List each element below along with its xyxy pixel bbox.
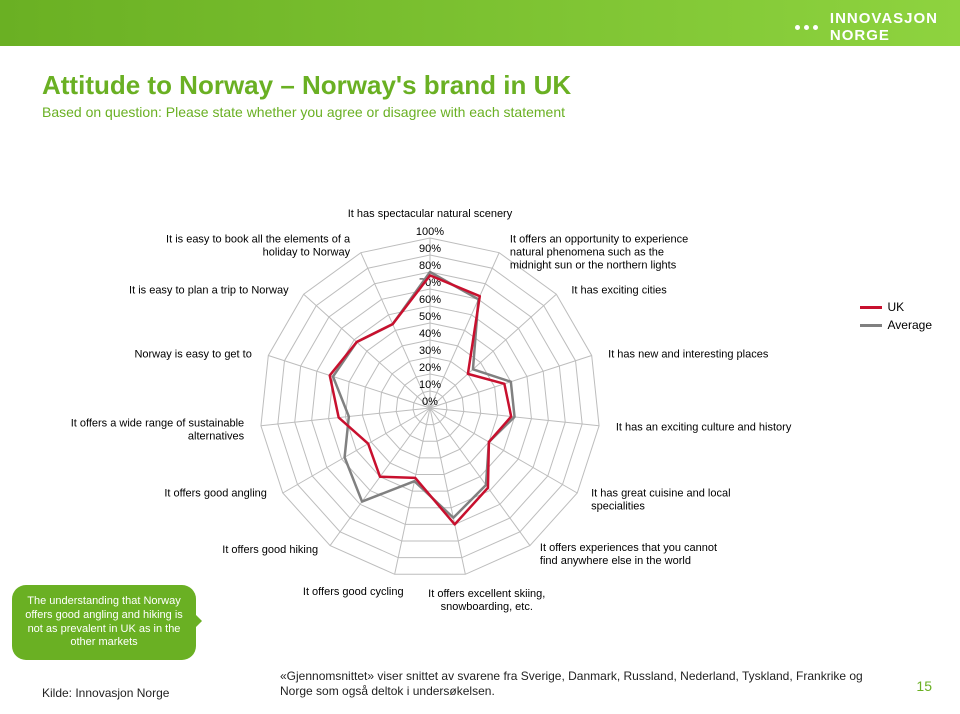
svg-text:60%: 60% <box>419 294 441 306</box>
legend-swatch <box>860 306 882 309</box>
callout: The understanding that Norway offers goo… <box>12 585 196 660</box>
svg-text:It offers good cycling: It offers good cycling <box>303 586 404 598</box>
page-subtitle: Based on question: Please state whether … <box>42 104 565 120</box>
svg-text:It is easy to book all the ele: It is easy to book all the elements of a… <box>166 233 351 258</box>
svg-text:Norway is easy to get to: Norway is easy to get to <box>134 348 251 360</box>
svg-text:20%: 20% <box>419 362 441 374</box>
svg-text:80%: 80% <box>419 260 441 272</box>
svg-text:It has great cuisine and local: It has great cuisine and localspecialiti… <box>591 487 730 512</box>
svg-text:It offers good hiking: It offers good hiking <box>222 544 318 556</box>
svg-text:10%: 10% <box>419 379 441 391</box>
svg-text:It has exciting cities: It has exciting cities <box>571 285 667 297</box>
svg-text:It offers experiences that you: It offers experiences that you cannotfin… <box>540 542 717 567</box>
svg-text:It has an exciting culture and: It has an exciting culture and history <box>616 421 792 433</box>
svg-text:100%: 100% <box>416 226 444 238</box>
svg-text:It is easy to plan a trip to N: It is easy to plan a trip to Norway <box>129 285 289 297</box>
legend-item: Average <box>860 318 932 332</box>
logo-dots <box>795 25 818 30</box>
svg-text:It offers good angling: It offers good angling <box>164 487 267 499</box>
source-label: Kilde: Innovasjon Norge <box>42 686 169 700</box>
logo-line-2: NORGE <box>830 27 938 44</box>
svg-text:0%: 0% <box>422 396 438 408</box>
svg-text:It offers an opportunity to ex: It offers an opportunity to experiencena… <box>510 233 688 271</box>
svg-text:It offers a wide range of sust: It offers a wide range of sustainablealt… <box>71 417 245 442</box>
svg-text:It has new and interesting pla: It has new and interesting places <box>608 348 769 360</box>
logo: INNOVASJON NORGE <box>795 10 938 44</box>
svg-text:50%: 50% <box>419 311 441 323</box>
page-number: 15 <box>916 678 932 694</box>
logo-line-1: INNOVASJON <box>830 10 938 27</box>
svg-text:30%: 30% <box>419 345 441 357</box>
footnote: «Gjennomsnittet» viser snittet av svaren… <box>280 669 880 700</box>
radar-chart: 0%10%20%30%40%50%60%70%80%90%100%It has … <box>0 120 960 660</box>
legend-swatch <box>860 324 882 327</box>
svg-text:40%: 40% <box>419 328 441 340</box>
top-banner: INNOVASJON NORGE <box>0 0 960 46</box>
svg-text:It has spectacular natural sce: It has spectacular natural scenery <box>348 208 513 220</box>
svg-text:It offers excellent skiing,sno: It offers excellent skiing,snowboarding,… <box>428 588 545 613</box>
page-title: Attitude to Norway – Norway's brand in U… <box>42 70 571 101</box>
svg-text:90%: 90% <box>419 243 441 255</box>
legend-label: UK <box>888 300 905 314</box>
legend-item: UK <box>860 300 932 314</box>
legend: UK Average <box>860 300 932 336</box>
legend-label: Average <box>888 318 932 332</box>
